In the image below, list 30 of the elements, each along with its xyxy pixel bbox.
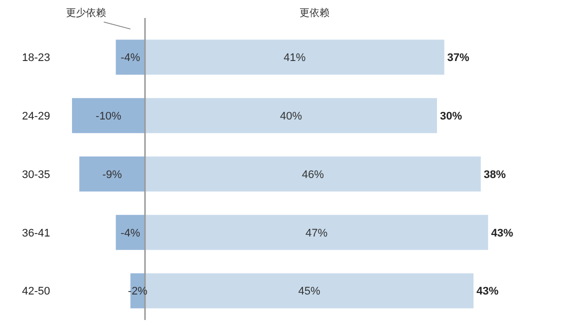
bar — [116, 40, 145, 75]
total-label: 37% — [447, 52, 470, 64]
y-tick-label: 24-29 — [22, 110, 50, 122]
bar — [145, 40, 444, 75]
data-label: 47% — [306, 227, 328, 240]
y-tick-label: 30-35 — [22, 168, 50, 181]
total-label: 38% — [484, 168, 506, 181]
y-tick-label: 42-50 — [22, 286, 50, 298]
bar — [145, 156, 481, 192]
y-tick-label: 36-41 — [22, 227, 50, 240]
data-label: -4% — [120, 52, 140, 64]
bar — [116, 214, 145, 250]
y-tick-label: 18-23 — [22, 52, 50, 64]
text: 更依赖 — [300, 7, 330, 19]
data-label: 46% — [302, 168, 324, 181]
total-label: 30% — [440, 110, 462, 122]
total-label: 43% — [491, 227, 514, 240]
total-label: 43% — [476, 286, 499, 298]
bar — [145, 214, 488, 250]
bar — [79, 156, 145, 192]
text: 更少依赖 — [66, 7, 106, 19]
data-label: -10% — [96, 110, 122, 122]
bar — [145, 273, 474, 308]
data-label: 45% — [298, 286, 320, 298]
bar — [145, 98, 437, 134]
data-label: -9% — [102, 168, 122, 181]
bar — [72, 98, 145, 134]
data-label: -4% — [120, 227, 140, 240]
data-label: 40% — [280, 110, 302, 122]
data-label: 41% — [284, 52, 306, 64]
